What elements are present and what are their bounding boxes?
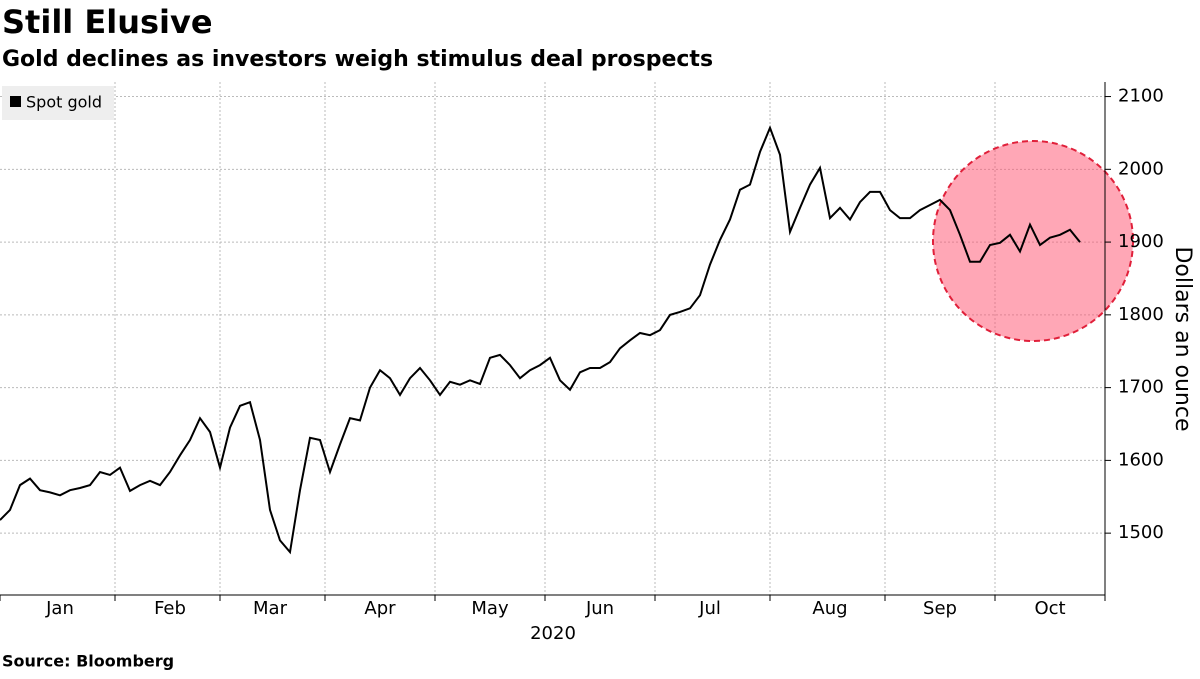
y-tick-label: 1900: [1118, 231, 1164, 252]
x-tick-label: Mar: [253, 598, 288, 619]
data-line: [0, 125, 1081, 555]
highlight-circle: [932, 140, 1134, 342]
x-tick-label: Apr: [364, 598, 396, 619]
chart-subtitle: Gold declines as investors weigh stimulu…: [2, 47, 713, 72]
x-tick-label: Jun: [585, 598, 614, 619]
x-tick-label: Aug: [812, 598, 847, 619]
x-tick-label: Jul: [698, 598, 721, 619]
y-tick-label: 1600: [1118, 449, 1164, 470]
y-tick-label: 1700: [1118, 377, 1164, 398]
x-tick-label: Jan: [45, 598, 74, 619]
y-tick-label: 2000: [1118, 158, 1164, 179]
legend-swatch: [10, 96, 21, 107]
x-tick-label: Feb: [154, 598, 186, 619]
y-tick-label: 1500: [1118, 522, 1164, 543]
y-axis-label: Dollars an ounce: [1170, 246, 1195, 431]
y-tick-label: 2100: [1118, 86, 1164, 107]
source: Source: Bloomberg: [2, 652, 174, 671]
y-tick-label: 1800: [1118, 304, 1164, 325]
x-axis-label: 2020: [530, 623, 576, 644]
chart-title: Still Elusive: [2, 3, 213, 41]
x-tick-label: May: [471, 598, 509, 619]
x-tick-label: Sep: [923, 598, 957, 619]
legend-label: Spot gold: [26, 93, 102, 112]
x-tick-label: Oct: [1034, 598, 1065, 619]
